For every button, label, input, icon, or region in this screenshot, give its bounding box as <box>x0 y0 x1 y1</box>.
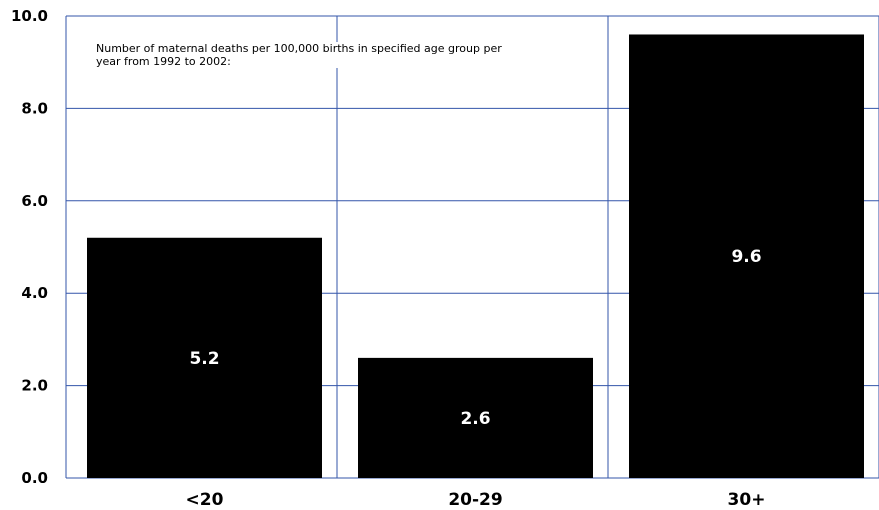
data-label: 5.2 <box>189 349 219 369</box>
bar-2 <box>358 357 593 478</box>
bar-1 <box>87 237 322 478</box>
y-tick-label: 4.0 <box>21 284 48 302</box>
x-category-label: 30+ <box>728 490 766 510</box>
y-tick-label: 2.0 <box>21 377 48 395</box>
data-label: 2.6 <box>460 409 490 429</box>
y-tick-label: 10.0 <box>11 7 48 25</box>
x-category-label: 20-29 <box>448 490 502 510</box>
x-category-label: <20 <box>186 490 224 510</box>
y-tick-label: 8.0 <box>21 99 48 117</box>
data-label: 9.6 <box>731 247 761 267</box>
chart-annotation: Number of maternal deaths per 100,000 bi… <box>96 42 516 68</box>
bar-3 <box>629 34 864 478</box>
y-tick-label: 0.0 <box>21 469 48 487</box>
y-tick-label: 6.0 <box>21 192 48 210</box>
